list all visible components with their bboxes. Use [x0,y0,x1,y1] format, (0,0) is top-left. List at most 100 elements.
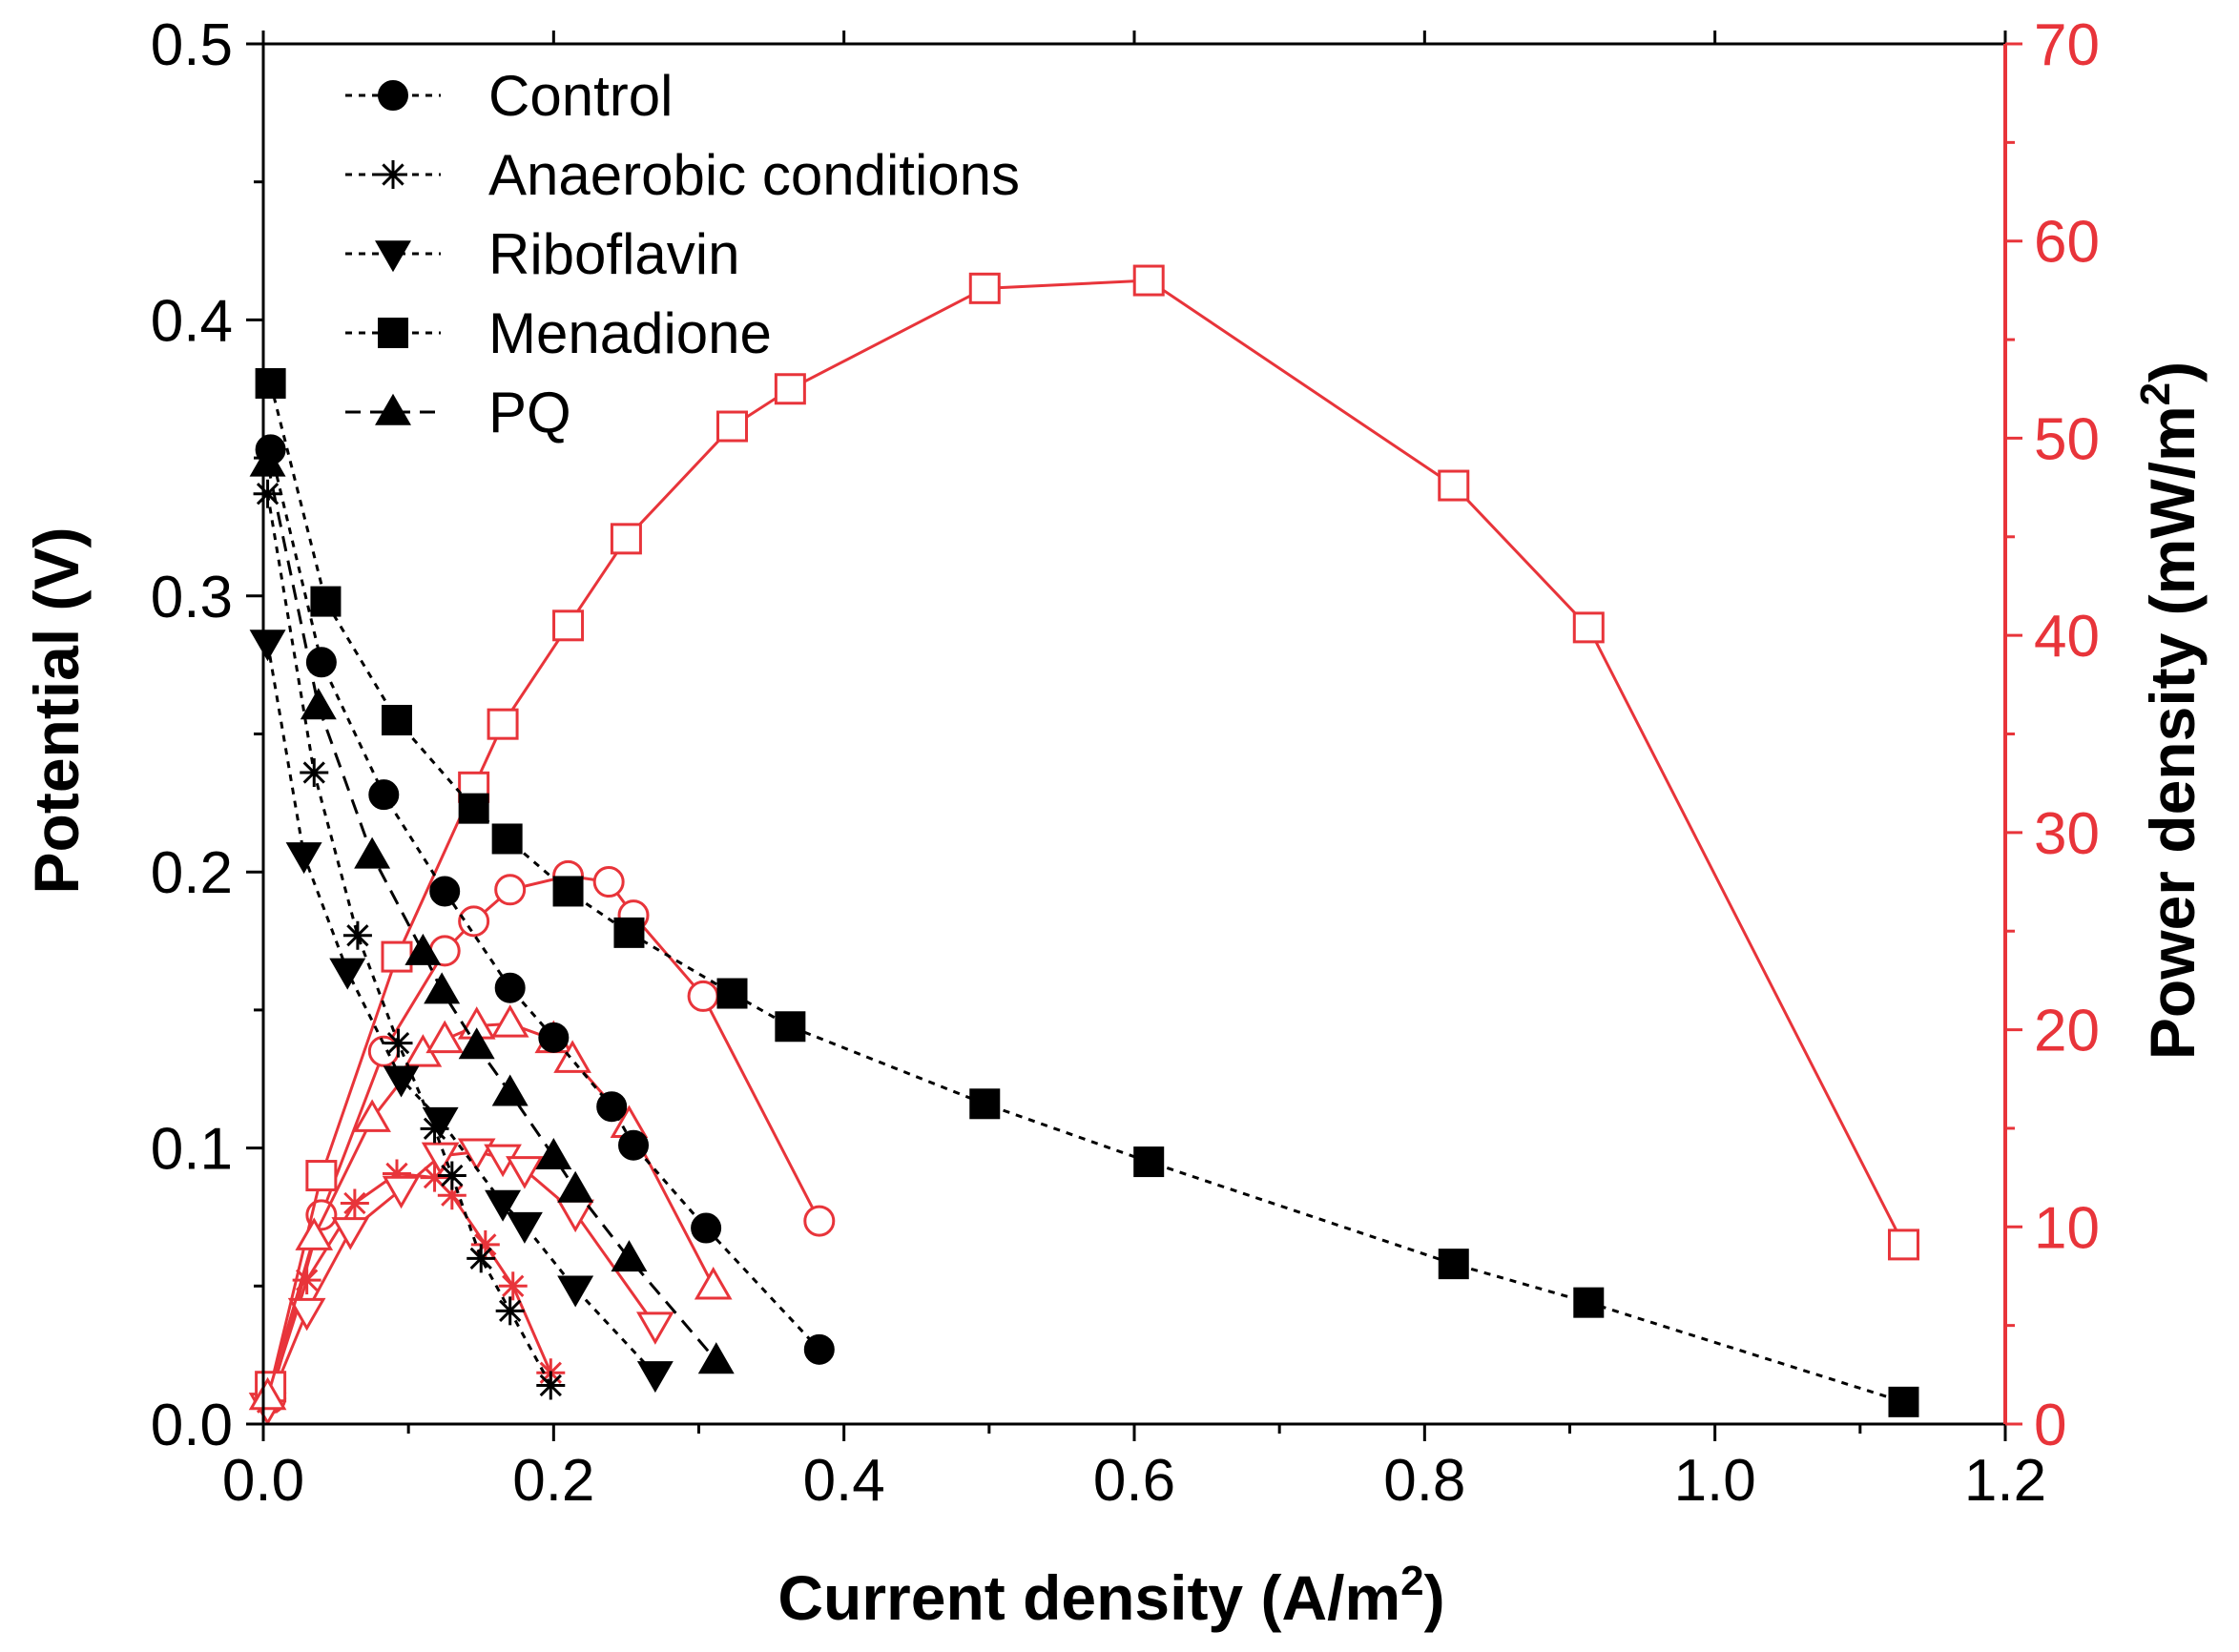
y-right-tick-label: 0 [2034,1393,2066,1458]
power-point-menadione [715,410,748,443]
potential-point-control [803,1333,835,1365]
power-point-control [592,866,625,898]
potential-point-control [538,1022,570,1053]
legend-marker [375,240,411,273]
x-tick-label: 0.4 [803,1448,885,1514]
potential-point-anaerobic-conditions [342,920,372,950]
y-right-axis-title: Power density (mW/m2) [2132,361,2208,1060]
potential-point-menadione [381,705,412,736]
potential-point-riboflavin [485,1189,522,1222]
potential-point-control [618,1129,650,1161]
potential-point-anaerobic-conditions-stroke [441,1164,464,1187]
potential-point-riboflavin [383,1065,420,1098]
y-right-tick-label: 40 [2034,604,2100,670]
potential-point-pq [611,1240,648,1272]
potential-point-riboflavin [285,842,322,875]
legend-item-control: Control [345,64,673,128]
legend-marker-stroke [382,163,404,186]
x-axis-title: Current density (A/m2) [777,1558,1444,1633]
potential-point-pq [697,1342,735,1374]
potential-point-control [596,1091,628,1123]
legend-marker [375,393,411,425]
power-point-pq [694,1267,733,1300]
potential-point-riboflavin [422,1106,459,1139]
potential-point-menadione [775,1011,806,1043]
y-left-tick-label: 0.3 [151,565,233,630]
legend-marker [378,80,408,111]
power-point-riboflavin [506,1156,544,1189]
power-point-pq [425,1020,465,1054]
power-point-pq [553,1040,591,1073]
y-left-tick-label: 0.4 [151,288,233,354]
potential-point-anaerobic-conditions-stroke [346,924,369,947]
power-point-pq [353,1099,391,1132]
potential-point-menadione [552,876,584,907]
potential-point-riboflavin [557,1275,594,1308]
potential-point-anaerobic-conditions [437,1161,466,1190]
y-right-tick-label: 70 [2034,12,2100,78]
x-tick-label: 0.0 [222,1448,304,1514]
power-point-riboflavin [636,1311,674,1345]
x-tick-label: 0.6 [1093,1448,1175,1514]
potential-point-pq [557,1170,594,1203]
power-point-control [687,980,719,1012]
potential-point-anaerobic-conditions-stroke [469,1247,492,1270]
power-point-riboflavin [421,1142,460,1176]
potential-point-menadione [1573,1287,1605,1318]
y-left-tick-label: 0.0 [151,1393,233,1458]
legend-item-riboflavin: Riboflavin [345,222,739,286]
power-line-menadione [269,279,1905,1388]
y-right-tick-label: 30 [2034,801,2100,867]
potential-point-anaerobic-conditions-stroke [499,1299,522,1323]
legend-label: Control [488,64,673,128]
power-point-menadione [774,373,806,405]
legend-item-pq: PQ [345,381,571,444]
legend-label: Anaerobic conditions [488,143,1020,207]
potential-point-pq [404,933,442,965]
potential-point-anaerobic-conditions-stroke [386,1031,410,1055]
potential-point-riboflavin [506,1211,543,1244]
potential-point-anaerobic-conditions [384,1028,413,1058]
power-point-menadione [1132,264,1165,297]
potential-point-menadione [1888,1386,1919,1417]
power-point-control [458,905,490,938]
y-right-tick-label: 10 [2034,1195,2100,1261]
potential-line-control [269,449,820,1351]
power-point-anaerobic-conditions-stroke [343,1191,366,1215]
power-point-menadione [968,272,1001,304]
potential-point-control [429,876,461,907]
potential-point-riboflavin [329,958,366,990]
power-point-menadione [487,708,519,740]
potential-point-control [494,972,526,1003]
power-point-riboflavin [457,1138,496,1171]
potential-point-menadione [310,586,342,617]
axes: 0.0 0.2 0.4 0.6 0.8 1.0 1.2 0.0 0.1 0.2 0.3 0.4 0.5 0… [151,12,2100,1514]
power-point-control [494,874,527,906]
potential-point-menadione [969,1088,1001,1120]
legend-item-anaerobic-conditions: Anaerobic conditions [345,143,1020,207]
power-point-anaerobic-conditions [498,1271,528,1301]
potential-point-riboflavin [249,630,286,662]
legend: Control Anaerobic conditions Riboflavin Men… [345,64,1020,444]
potential-point-anaerobic-conditions-stroke [302,761,325,784]
potential-point-control [368,779,400,811]
power-point-control [803,1205,836,1237]
potential-point-menadione [255,367,286,399]
x-tick-label: 1.2 [1964,1448,2046,1514]
power-point-anaerobic-conditions-stroke [441,1184,464,1207]
potential-point-menadione [458,793,489,824]
x-tick-label: 0.2 [512,1448,594,1514]
potential-point-pq [300,688,337,720]
y-right-tick-label: 20 [2034,999,2100,1064]
power-point-riboflavin [287,1297,326,1332]
potential-point-riboflavin [636,1361,674,1394]
potential-point-anaerobic-conditions-stroke [539,1373,562,1397]
legend-label: PQ [488,381,571,444]
potential-line-menadione [269,382,1904,1404]
potential-point-pq [354,836,391,869]
power-line-control [269,874,821,1399]
potential-point-anaerobic-conditions [536,1371,566,1400]
potential-point-menadione [1438,1249,1469,1280]
y-right-tick-label: 60 [2034,210,2100,276]
legend-marker [378,318,408,348]
